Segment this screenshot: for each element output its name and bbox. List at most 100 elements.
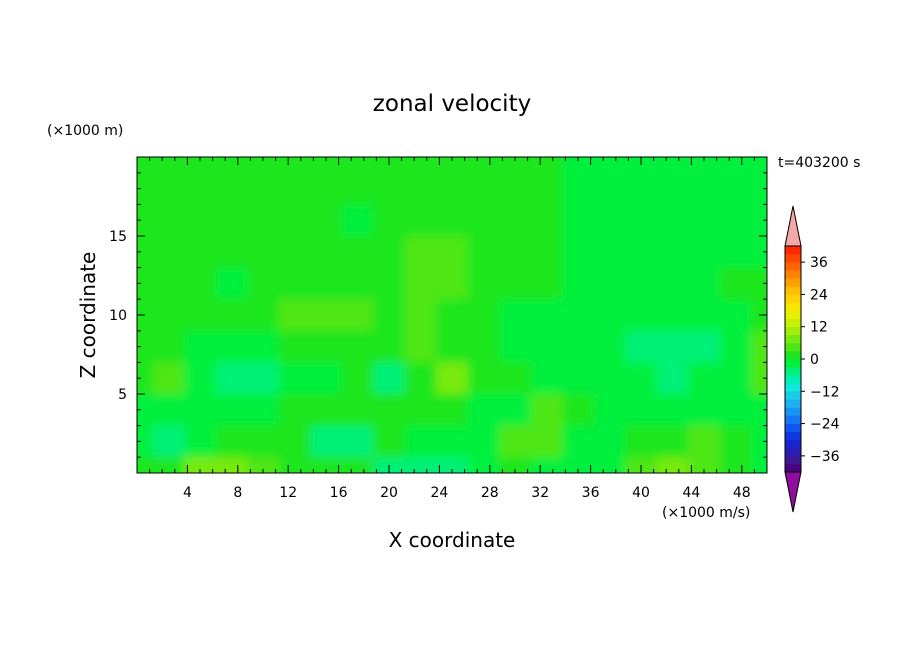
field-cell [467, 394, 501, 427]
x-tick-label: 28 [481, 485, 499, 501]
field-cell [310, 362, 343, 395]
field-cell [215, 157, 249, 174]
field-cell [278, 457, 312, 473]
field-cell [310, 457, 343, 473]
field-cell [310, 330, 343, 364]
field-cell [530, 457, 564, 473]
field-cell [530, 394, 564, 427]
field-cell [436, 362, 469, 395]
field-cell [751, 362, 767, 395]
field-cell [499, 236, 532, 269]
field-cell [215, 299, 249, 332]
field-cell [404, 362, 438, 395]
field-cell [278, 172, 312, 206]
field-cell [593, 204, 627, 237]
field-cell [499, 204, 532, 237]
field-cell [688, 457, 721, 473]
field-cell [436, 457, 469, 473]
field-cell [593, 299, 627, 332]
field-cell [593, 425, 627, 459]
field-cell [530, 425, 564, 459]
field-cell [625, 394, 658, 427]
field-cell [137, 330, 154, 364]
field-cell [719, 299, 753, 332]
field-cell [310, 299, 343, 332]
field-cell [656, 204, 690, 237]
field-cell [436, 172, 469, 206]
field-cell [625, 157, 658, 174]
field-cell [404, 172, 438, 206]
field-cell [467, 204, 501, 237]
field-cell [247, 172, 280, 206]
field-cell [373, 425, 406, 459]
field-cell [625, 172, 658, 206]
field-cell [656, 157, 690, 174]
colorbar-bin [785, 246, 801, 255]
field-cell [625, 425, 658, 459]
field-cell [593, 362, 627, 395]
field-cell [499, 172, 532, 206]
field-cell [247, 425, 280, 459]
field-cell [341, 299, 375, 332]
colorbar-bin [785, 375, 801, 384]
field-cell [341, 362, 375, 395]
field-cell [751, 299, 767, 332]
field-cell [530, 204, 564, 237]
field-cell [467, 267, 501, 301]
colorbar-bin [785, 455, 801, 465]
colorbar-bin [785, 342, 801, 352]
colorbar-bin [785, 310, 801, 319]
field-cell [530, 157, 564, 174]
colorbar-bin [785, 359, 801, 368]
field-cell [278, 157, 312, 174]
field-cell [467, 157, 501, 174]
field-cell [137, 204, 154, 237]
colorbar-tick-label: 36 [810, 255, 828, 271]
field-cell [247, 236, 280, 269]
colorbar-tick-label: 24 [810, 287, 828, 303]
field-cell [467, 172, 501, 206]
field-cell [184, 362, 217, 395]
field-cell [719, 394, 753, 427]
field-cell [373, 299, 406, 332]
field-cell [404, 394, 438, 427]
field-cell [278, 362, 312, 395]
field-cell [625, 267, 658, 301]
field-cell [688, 204, 721, 237]
field-cell [341, 457, 375, 473]
field-cell [436, 204, 469, 237]
field-cell [688, 157, 721, 174]
field-cell [751, 267, 767, 301]
field-cell [341, 267, 375, 301]
field-cell [562, 394, 595, 427]
field-cell [247, 204, 280, 237]
field-cell [373, 267, 406, 301]
field-cell [530, 362, 564, 395]
colorbar-bin [785, 270, 801, 279]
field-cell [530, 236, 564, 269]
colorbar-bin [785, 391, 801, 400]
colorbar-bin [785, 447, 801, 457]
field-cell [688, 394, 721, 427]
field-cell [593, 157, 627, 174]
plot-area [137, 157, 767, 473]
field-cell [278, 394, 312, 427]
x-axis-label: X coordinate [389, 528, 516, 552]
field-cell [152, 267, 186, 301]
field-cell [656, 299, 690, 332]
field-cell [373, 330, 406, 364]
colorbar-bin [785, 407, 801, 416]
field-cell [278, 267, 312, 301]
field-cell [215, 425, 249, 459]
field-cell [152, 362, 186, 395]
field-cell [152, 204, 186, 237]
colorbar-tick-label: 12 [810, 320, 828, 336]
field-cell [341, 330, 375, 364]
field-cell [215, 394, 249, 427]
field-cell [530, 299, 564, 332]
colorbar-tick-label: 0 [810, 352, 819, 368]
field-cell [593, 330, 627, 364]
field-cell [656, 394, 690, 427]
colorbar-tick-label: −24 [810, 417, 840, 433]
